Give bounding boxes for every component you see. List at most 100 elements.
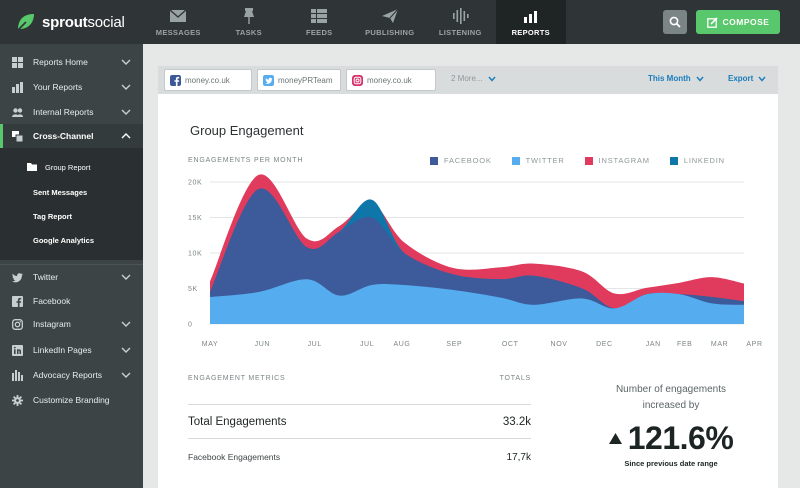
sidebar-item-twitter[interactable]: Twitter [0,265,143,289]
engagement-area-chart: 0 5K 10K 15K 20K MAY JUN JUL JUL AUG SEP OCT NOV DEC J… [188,174,762,348]
legend-linkedin[interactable]: LINKEDIN [669,156,725,165]
date-range-dropdown[interactable]: This Month [648,74,704,83]
chevron-down-icon[interactable] [121,83,131,91]
nav-label: TASKS [235,27,262,37]
profile-chip-facebook[interactable]: money.co.uk [164,69,252,91]
y-tick-label: 15K [188,215,202,222]
sidebar-item-facebook[interactable]: Facebook [0,289,143,313]
area-series-twitter[interactable] [210,279,744,324]
instagram-icon [352,74,363,86]
brand-name: sproutsocial [42,13,125,31]
report-title: Group Engagement [190,123,304,138]
sidebar-item-label: Customize Branding [33,395,110,405]
nav-reports[interactable]: REPORTS [495,0,566,44]
advocacy-icon [12,370,23,381]
sidebar-item-instagram[interactable]: Instagram [0,312,143,336]
sprout-leaf-icon [16,14,34,32]
summary-caption-line-1: Number of engagements [615,384,727,395]
chevron-up-icon[interactable] [121,132,131,140]
sprout-social-logo[interactable]: sproutsocial [14,10,125,34]
summary-percent: 121.6% [627,420,734,456]
sidebar-item-linkedin-pages[interactable]: LinkedIn Pages [0,338,143,362]
x-tick-label: MAR [711,341,728,348]
chevron-down-icon [758,76,766,82]
sidebar-item-cross-channel[interactable]: Cross-Channel [0,124,143,148]
sidebar-subitem-tag-report[interactable]: Tag Report [0,205,143,227]
legend-twitter[interactable]: TWITTER [511,156,565,165]
report-filter-bar: money.co.uk moneyPRTeam money.co.uk 2 Mo… [158,66,778,94]
sidebar-subitem-google-analytics[interactable]: Google Analytics [0,229,143,251]
x-tick-label: OCT [502,341,519,348]
pin-icon [243,7,254,24]
legend-swatch [669,156,678,165]
sidebar-item-customize-branding[interactable]: Customize Branding [0,388,143,412]
sidebar-item-label: Advocacy Reports [33,370,102,380]
y-tick-label: 20K [188,180,202,187]
legend-instagram[interactable]: INSTAGRAM [584,156,650,165]
sidebar-subitem-group-report[interactable]: Group Report [0,156,143,178]
facebook-engagements-value: 17,7k [506,452,531,463]
legend-swatch [430,156,438,165]
compose-button[interactable]: COMPOSE [696,10,780,34]
sidebar-item-label: Your Reports [33,82,83,92]
legend-swatch [511,156,520,165]
summary-caption-line-2: increased by [642,400,700,411]
triangle-up-icon [608,433,622,444]
chevron-down-icon[interactable] [121,58,131,66]
area-series-facebook[interactable] [210,188,744,324]
profile-chip-instagram[interactable]: money.co.uk [346,69,436,91]
legend-label: TWITTER [525,156,565,165]
nav-publishing[interactable]: PUBLISHING [355,0,426,44]
sidebar-item-label: Internal Reports [33,107,94,117]
engagement-change-summary: Number of engagements increased by 121.6… [578,382,764,468]
sidebar-item-internal-reports[interactable]: Internal Reports [0,100,143,124]
nav-feeds[interactable]: FEEDS [284,0,355,44]
chevron-down-icon[interactable] [121,371,131,379]
profile-chip-twitter[interactable]: moneyPRTeam [257,69,341,91]
x-tick-label: JUL [360,341,374,348]
top-bar: sproutsocial MESSAGES TASKS FEEDS PUBLIS… [0,0,800,44]
facebook-icon [170,74,181,86]
x-tick-label: JUL [308,341,322,348]
sidebar-item-advocacy-reports[interactable]: Advocacy Reports [0,363,143,387]
feeds-icon [311,8,328,23]
sidebar-item-label: Reports Home [33,57,88,67]
x-tick-label: NOV [551,341,568,348]
nav-label: PUBLISHING [365,27,415,37]
x-tick-label: MAY [202,341,218,348]
chevron-down-icon[interactable] [121,346,131,354]
chart-subtitle: ENGAGEMENTS PER MONTH [188,157,304,164]
sidebar-subitem-sent-messages[interactable]: Sent Messages [0,181,143,203]
nav-label: LISTENING [438,27,482,37]
legend-facebook[interactable]: FACEBOOK [430,156,492,165]
sidebar-item-your-reports[interactable]: Your Reports [0,75,143,99]
chevron-down-icon[interactable] [121,320,131,328]
facebook-engagements-row: Facebook Engagements 17,7k [188,438,531,474]
chevron-down-icon [488,76,496,82]
search-button[interactable] [663,10,687,34]
export-dropdown[interactable]: Export [728,74,766,83]
users-icon [12,108,23,117]
chart-legend: FACEBOOK TWITTER INSTAGRAM LINKEDIN [430,156,745,165]
more-profiles-dropdown[interactable]: 2 More... [451,74,496,83]
sidebar-subitem-label: Tag Report [33,211,73,221]
more-profiles-label: 2 More... [451,74,483,83]
chevron-down-icon[interactable] [121,273,131,281]
chevron-down-icon[interactable] [121,108,131,116]
nav-tasks[interactable]: TASKS [214,0,285,44]
nav-messages[interactable]: MESSAGES [143,0,214,44]
sidebar-item-reports-home[interactable]: Reports Home [0,50,143,74]
sidebar: Reports Home Your Reports Internal Repor… [0,44,143,488]
total-engagements-value: 33.2k [502,416,531,428]
y-tick-label: 0 [188,322,193,329]
metrics-header-row: ENGAGEMENT METRICS TOTALS [188,375,531,382]
facebook-icon [12,296,23,307]
y-tick-label: 5K [188,286,198,293]
x-tick-label: FEB [677,341,692,348]
totals-header: TOTALS [499,375,531,382]
profile-chip-label: moneyPRTeam [278,75,333,85]
paper-plane-icon [381,8,399,23]
legend-label: INSTAGRAM [598,156,650,165]
nav-listening[interactable]: LISTENING [425,0,496,44]
summary-value-row: 121.6% [578,420,764,457]
